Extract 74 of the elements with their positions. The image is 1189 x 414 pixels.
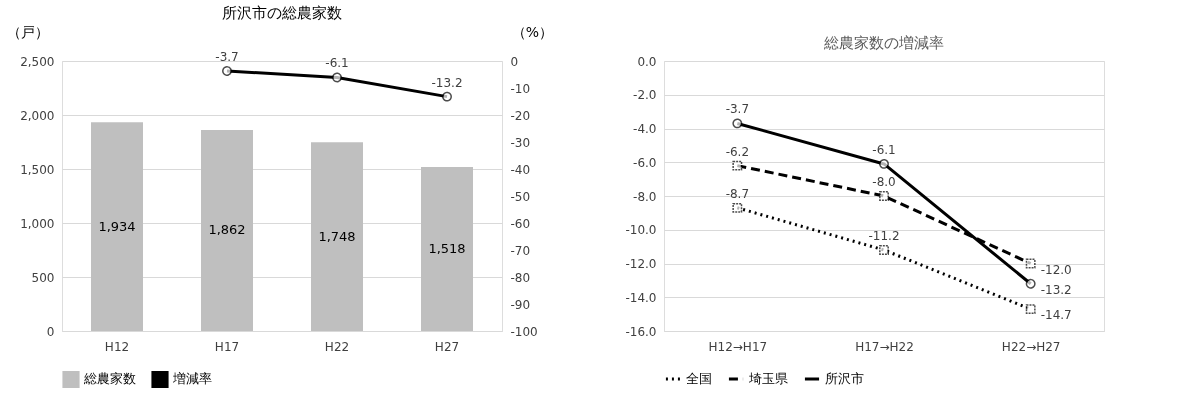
x-tick-label: H12→H17 [708,339,768,354]
data-label: -14.7 [1040,308,1072,323]
y-tick-label: 500 [31,270,55,285]
point [879,245,889,255]
data-label: 1,862 [208,222,246,238]
chart-title: 所沢市の総農家数 [222,4,342,22]
legend-label: 所沢市 [825,371,864,386]
x-tick-label: H17→H22 [855,339,914,354]
data-label: -6.1 [325,56,349,71]
x-tick-label: H22→H27 [1001,339,1061,354]
bar [311,142,363,331]
y2-tick-label: -80 [510,270,531,285]
point [879,159,889,169]
data-label: -3.7 [725,102,750,117]
x-tick-label: H12 [104,339,130,354]
y-tick-label: 2,500 [20,54,55,69]
x-tick-label: H27 [434,339,460,354]
bar [201,129,253,331]
chart-title: 総農家数の増減率 [823,34,944,52]
legend-label: 増減率 [172,371,212,387]
data-label: -8.0 [872,175,896,189]
y2-tick-label: -70 [510,243,531,258]
data-label: -12.0 [1040,262,1072,277]
legend-label: 埼玉県 [748,371,788,386]
y-tick-label: 2,000 [20,108,55,123]
y-tick-label: 0.0 [637,54,657,69]
bar [421,167,473,331]
y2-tick-label: 0 [510,54,519,69]
y-tick-label: -8.0 [633,189,657,204]
point [222,66,232,76]
point [442,91,452,102]
y2-tick-label: -40 [510,162,531,177]
y-tick-label: -10.0 [625,223,657,238]
legend-label: 総農家数 [83,371,136,387]
data-label: -6.1 [872,142,896,157]
y2-tick-label: -50 [510,189,531,204]
y2-tick-label: -10 [510,81,531,96]
y2-tick-label: -20 [510,108,531,123]
data-label: 1,934 [98,218,136,234]
y2-tick-label: -100 [510,324,538,339]
point [732,160,743,171]
y-tick-label: -16.0 [625,324,657,339]
y-tick-label: 1,500 [20,162,55,177]
point [879,191,889,201]
data-label: -3.7 [215,49,239,64]
y-axis-title: （戸） [6,23,49,40]
point [1025,258,1036,269]
point [1025,278,1036,289]
y-tick-label: -6.0 [633,155,657,170]
y-tick-label: -14.0 [625,290,657,305]
y2-axis-title: （%） [511,23,554,40]
legend-label: 全国 [686,371,712,386]
data-label: -8.7 [725,186,750,201]
data-label: -11.2 [868,229,900,243]
y-tick-label: 0 [46,324,55,339]
y-tick-label: -2.0 [633,88,657,103]
data-label: -13.2 [431,75,463,90]
x-tick-label: H22 [324,339,350,354]
point [1025,304,1036,314]
point [732,118,743,129]
y2-tick-label: -60 [510,216,531,231]
x-tick-label: H17 [214,339,240,354]
point [332,72,342,83]
point [732,202,743,213]
bar [91,122,143,331]
y-tick-label: -12.0 [625,257,657,271]
data-label: -13.2 [1040,282,1072,297]
data-label: 1,748 [318,228,356,244]
y-tick-label: -4.0 [633,122,657,136]
y2-tick-label: -30 [510,135,531,150]
y2-tick-label: -90 [510,297,531,312]
y-tick-label: 1,000 [20,216,55,231]
data-label: -6.2 [725,144,750,159]
data-label: 1,518 [428,241,466,257]
